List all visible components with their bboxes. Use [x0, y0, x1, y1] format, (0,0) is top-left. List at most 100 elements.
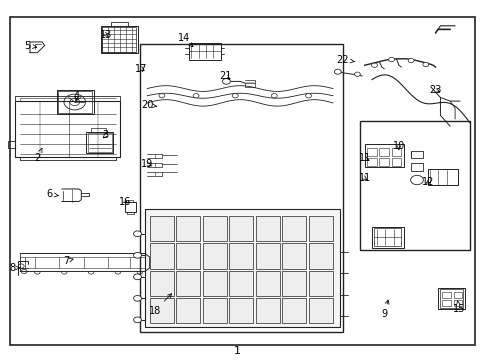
Circle shape — [389, 57, 394, 62]
Text: 5: 5 — [24, 41, 37, 50]
Text: 20: 20 — [141, 100, 156, 110]
Circle shape — [193, 94, 199, 98]
Bar — [411, 150, 423, 158]
Bar — [428, 169, 458, 185]
Bar — [379, 158, 389, 166]
Bar — [379, 148, 389, 156]
Circle shape — [134, 231, 142, 237]
Text: 3: 3 — [103, 130, 109, 140]
Bar — [229, 243, 253, 269]
Bar — [438, 288, 465, 309]
Text: 11: 11 — [359, 173, 371, 183]
Bar — [442, 292, 451, 298]
Text: 19: 19 — [141, 159, 153, 169]
Bar — [282, 298, 306, 323]
Bar — [367, 158, 377, 166]
Bar — [125, 202, 136, 212]
Text: 13: 13 — [99, 30, 112, 40]
Circle shape — [334, 69, 341, 74]
Bar — [176, 216, 200, 242]
Bar — [229, 271, 253, 296]
Text: 16: 16 — [119, 197, 131, 207]
Bar — [440, 289, 463, 308]
Bar — [309, 216, 333, 242]
Bar — [140, 44, 343, 332]
Text: 21: 21 — [219, 71, 232, 81]
Bar — [392, 158, 401, 166]
Bar — [176, 243, 200, 269]
Text: 4: 4 — [74, 91, 79, 101]
Circle shape — [423, 62, 429, 67]
Bar — [203, 243, 227, 269]
Bar — [309, 243, 333, 269]
Bar — [374, 228, 401, 246]
Circle shape — [134, 317, 142, 323]
Circle shape — [371, 63, 377, 67]
Circle shape — [134, 296, 142, 301]
Bar — [256, 243, 280, 269]
Bar — [454, 292, 463, 298]
Text: 22: 22 — [337, 55, 355, 65]
Bar — [372, 226, 404, 248]
Text: 14: 14 — [178, 33, 193, 47]
Bar — [58, 91, 92, 113]
Circle shape — [134, 252, 142, 258]
Bar — [203, 298, 227, 323]
Text: 18: 18 — [148, 294, 172, 316]
Bar — [282, 243, 306, 269]
Bar — [256, 271, 280, 296]
Bar — [101, 26, 138, 53]
Circle shape — [354, 72, 360, 76]
Circle shape — [306, 94, 312, 98]
Circle shape — [408, 58, 414, 63]
Bar — [454, 300, 463, 306]
Text: 10: 10 — [393, 141, 405, 151]
Bar — [256, 216, 280, 242]
Bar — [176, 271, 200, 296]
Bar — [229, 216, 253, 242]
Bar — [392, 148, 401, 156]
Text: 12: 12 — [422, 177, 435, 187]
Circle shape — [134, 274, 142, 280]
Circle shape — [271, 94, 277, 98]
Text: 9: 9 — [381, 300, 389, 319]
Text: 23: 23 — [429, 85, 442, 95]
Bar — [150, 216, 174, 242]
Bar — [365, 144, 404, 167]
Circle shape — [232, 94, 238, 98]
Text: 1: 1 — [234, 346, 241, 356]
Bar — [102, 27, 136, 51]
Bar — [88, 133, 112, 152]
Bar — [309, 271, 333, 296]
Bar — [367, 148, 377, 156]
Bar — [203, 271, 227, 296]
Text: 15: 15 — [453, 301, 465, 314]
Circle shape — [411, 175, 423, 185]
Bar — [150, 271, 174, 296]
Text: 11: 11 — [359, 153, 371, 163]
Bar — [442, 300, 451, 306]
Bar — [309, 298, 333, 323]
Text: 8: 8 — [10, 263, 20, 273]
Text: 17: 17 — [135, 64, 147, 74]
Bar — [57, 90, 94, 114]
Bar — [150, 243, 174, 269]
Bar — [189, 42, 220, 60]
Circle shape — [159, 94, 165, 98]
Bar — [229, 298, 253, 323]
Bar — [203, 216, 227, 242]
Bar — [360, 121, 470, 250]
Bar — [150, 298, 174, 323]
Bar — [411, 163, 423, 171]
Bar — [86, 132, 113, 153]
Bar — [145, 209, 340, 327]
Text: 6: 6 — [47, 189, 58, 199]
Text: 7: 7 — [64, 256, 73, 266]
Bar — [256, 298, 280, 323]
Bar — [176, 298, 200, 323]
Bar — [15, 101, 121, 157]
Text: 2: 2 — [34, 148, 42, 163]
Bar — [282, 271, 306, 296]
Bar — [282, 216, 306, 242]
Circle shape — [222, 78, 230, 84]
